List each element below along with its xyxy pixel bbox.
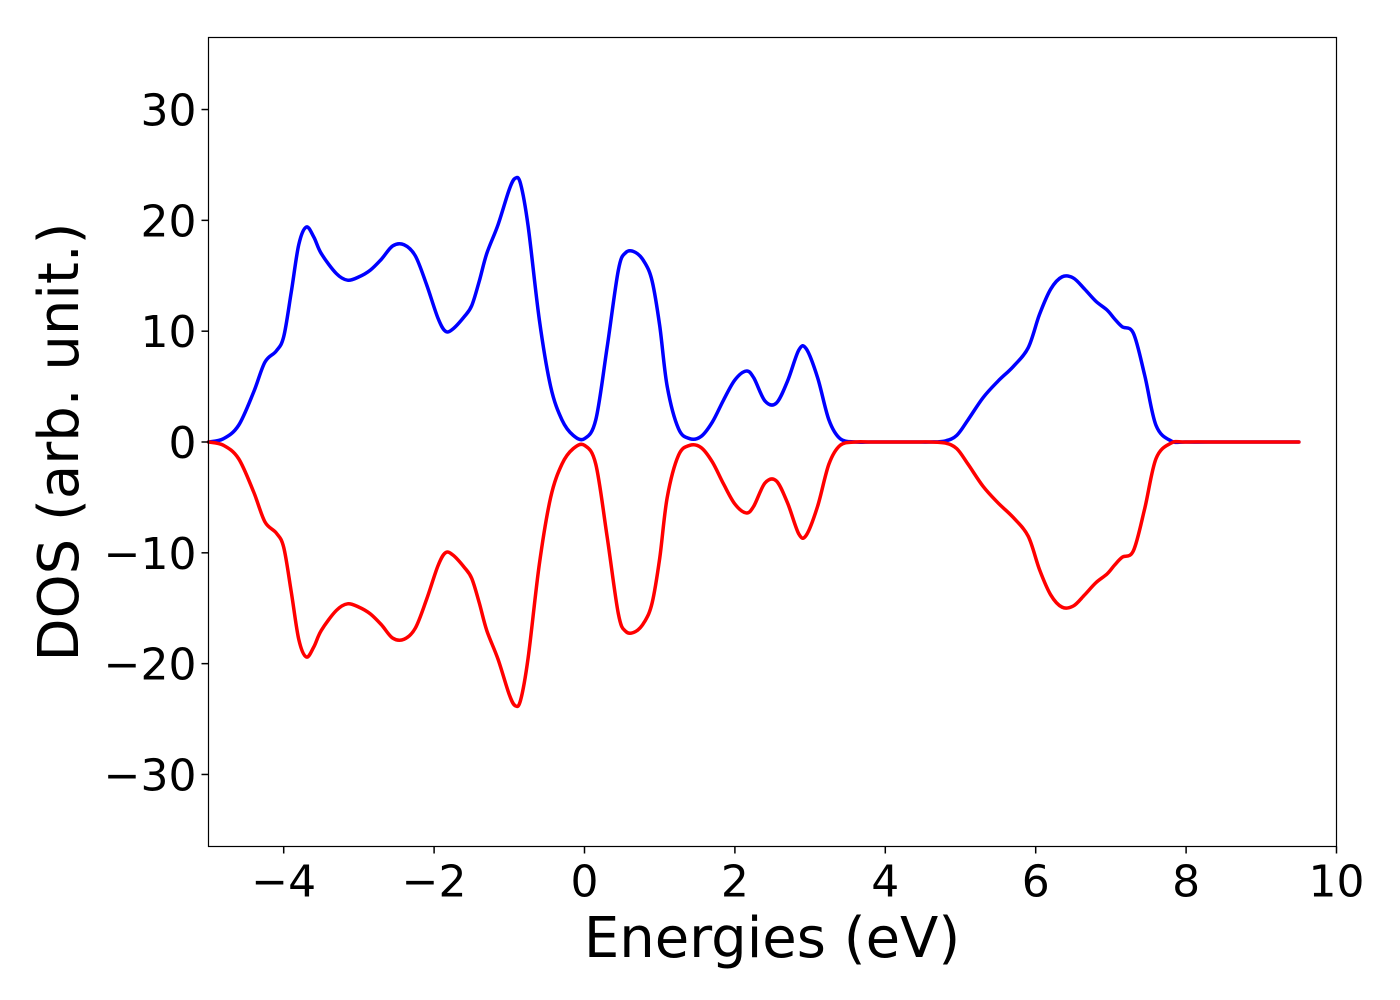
x-tick-label: 2 [721,857,749,908]
x-tick-label: 0 [571,857,599,908]
y-tick-label: 30 [141,86,197,137]
dos-series-1 [206,175,1301,445]
y-tick-label: −10 [104,529,197,580]
series-layer [206,175,1301,709]
y-tick-label: −20 [104,640,197,691]
x-tick-label: 6 [1022,857,1050,908]
x-tick-label: −2 [402,857,467,908]
x-tick-label: −4 [251,857,316,908]
dos-series-2 [206,439,1301,709]
y-tick-label: 20 [141,196,197,247]
y-axis: −30 −20 −10 0 10 20 30 [104,86,209,801]
x-axis: −4 −2 0 2 4 6 8 10 [251,846,1365,908]
x-tick-label: 10 [1309,857,1365,908]
y-tick-label: 0 [169,418,197,469]
y-axis-label: DOS (arb. unit.) [27,222,92,661]
x-tick-label: 8 [1172,857,1200,908]
y-tick-label: −30 [104,750,197,801]
x-axis-label: Energies (eV) [584,906,960,971]
x-tick-label: 4 [871,857,899,908]
plot-frame [207,36,1338,848]
y-tick-label: 10 [141,307,197,358]
